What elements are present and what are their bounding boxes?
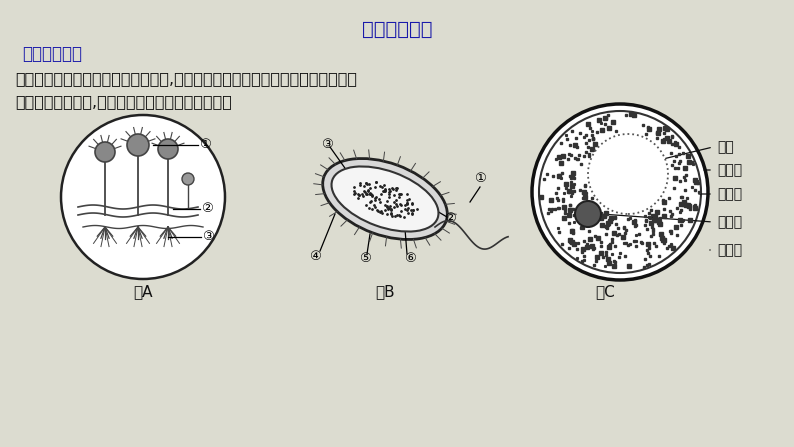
Text: ②: ② xyxy=(201,202,213,215)
Circle shape xyxy=(158,139,178,159)
Text: 液泡: 液泡 xyxy=(717,140,734,154)
Text: 细胞膜: 细胞膜 xyxy=(717,163,742,177)
Circle shape xyxy=(575,201,601,227)
Text: ①: ① xyxy=(199,139,211,152)
Ellipse shape xyxy=(332,166,438,232)
Circle shape xyxy=(532,104,708,280)
Text: 图C: 图C xyxy=(596,284,615,299)
Text: 《技法突破》: 《技法突破》 xyxy=(362,20,432,38)
Circle shape xyxy=(95,142,115,162)
Text: 细胞壁: 细胞壁 xyxy=(717,243,742,257)
Circle shape xyxy=(588,134,668,214)
Text: 出三幅结构模式图,请你仔细观察并回答下列问题。: 出三幅结构模式图,请你仔细观察并回答下列问题。 xyxy=(15,94,232,110)
Text: ③: ③ xyxy=(321,138,333,151)
Text: ⑤: ⑤ xyxy=(359,253,371,266)
Text: 图A: 图A xyxy=(133,284,152,299)
Text: ③: ③ xyxy=(202,231,214,244)
Text: ①: ① xyxy=(474,173,486,186)
Text: 某同学对细菌、真菌的学习颋感兴趣,课后结合自己观察到的几种细菌和真菌绘制: 某同学对细菌、真菌的学习颋感兴趣,课后结合自己观察到的几种细菌和真菌绘制 xyxy=(15,72,357,87)
Text: 细胞核: 细胞核 xyxy=(717,215,742,229)
Ellipse shape xyxy=(322,159,447,240)
Text: 《典例引领》: 《典例引领》 xyxy=(22,45,82,63)
Text: 图B: 图B xyxy=(376,284,395,299)
Circle shape xyxy=(182,173,194,185)
Circle shape xyxy=(127,134,149,156)
Text: ⑥: ⑥ xyxy=(404,253,416,266)
Text: 细胞质: 细胞质 xyxy=(717,187,742,201)
Circle shape xyxy=(61,115,225,279)
Text: ④: ④ xyxy=(309,249,321,262)
Text: ②: ② xyxy=(444,212,456,225)
Circle shape xyxy=(539,111,701,273)
